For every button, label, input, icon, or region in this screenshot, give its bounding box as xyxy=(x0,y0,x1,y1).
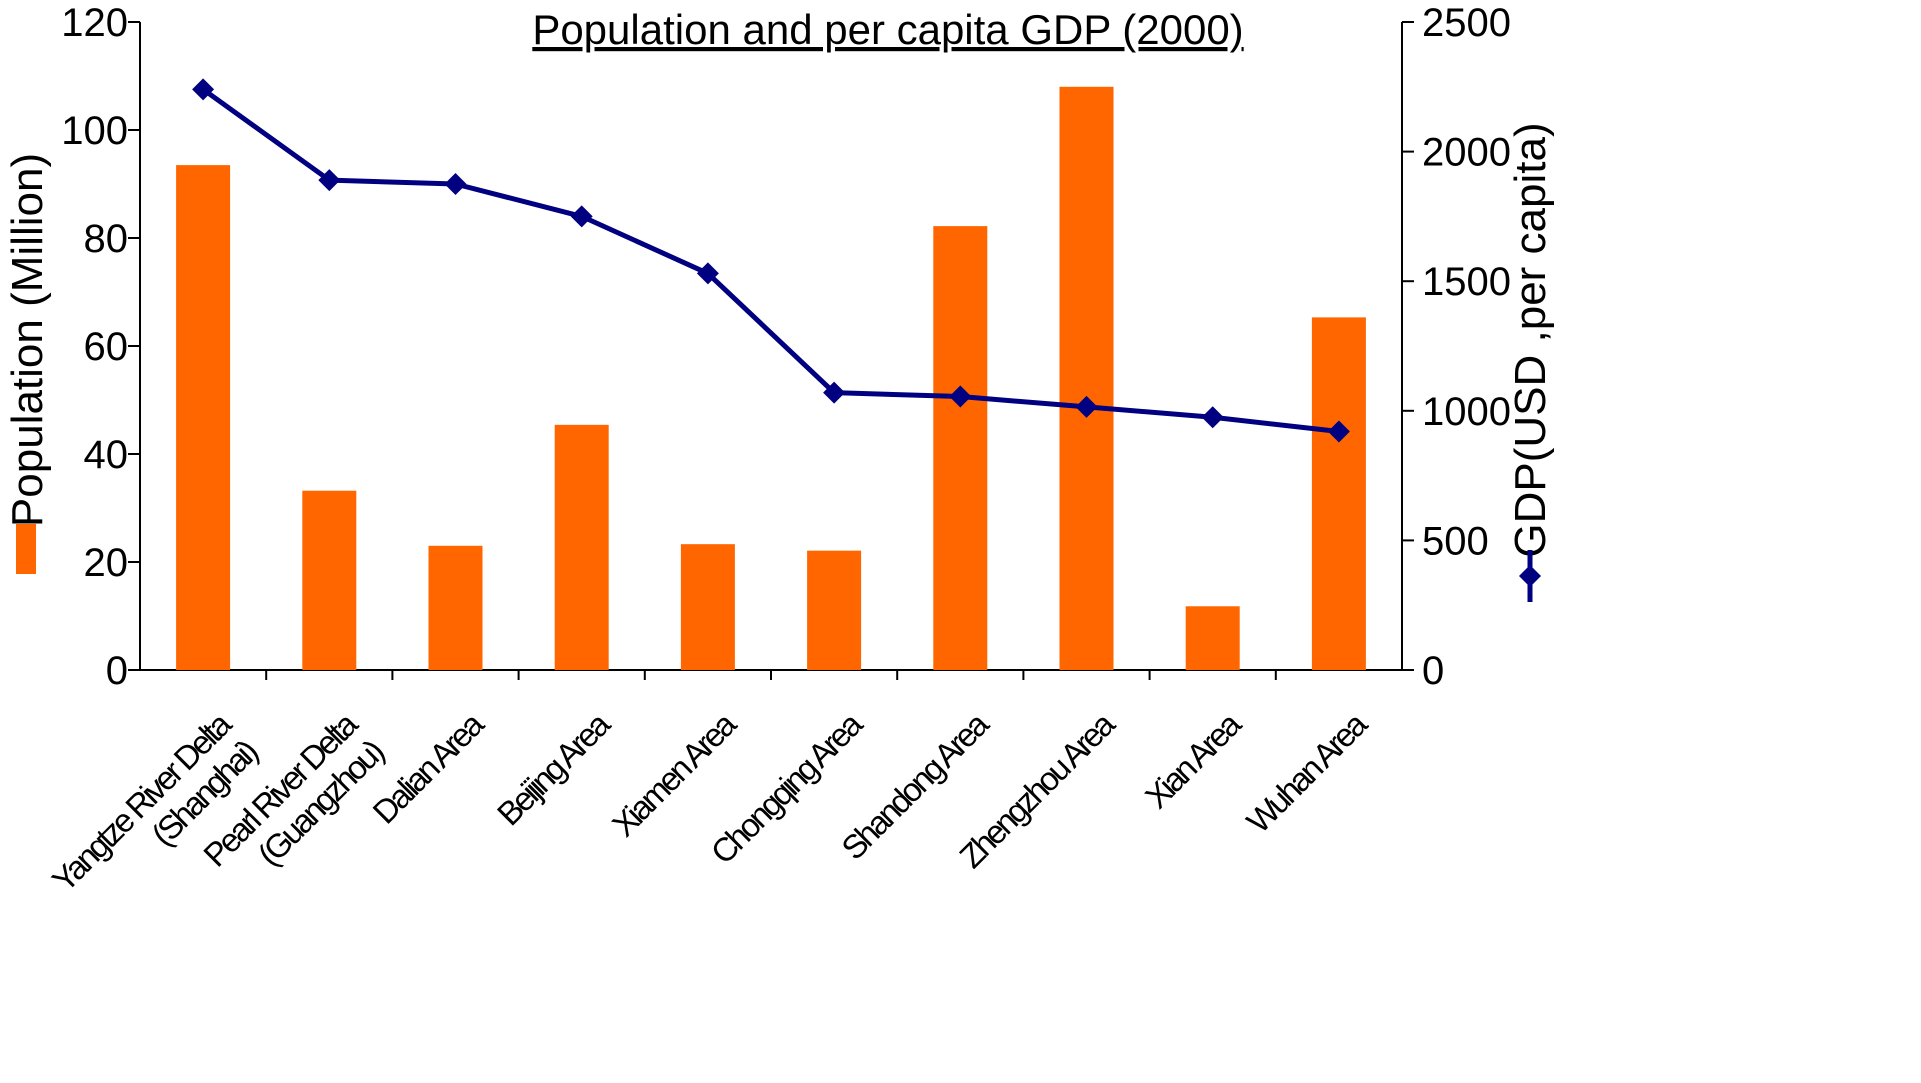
gdp-line-series xyxy=(192,78,1350,443)
population-bar xyxy=(554,424,609,670)
left-y-tick-label: 120 xyxy=(61,1,128,45)
gdp-point-marker xyxy=(696,262,719,285)
gdp-point-marker xyxy=(318,169,341,192)
population-bar xyxy=(302,490,357,670)
population-bars xyxy=(176,86,1366,671)
left-y-tick-label: 0 xyxy=(106,649,128,693)
population-bar xyxy=(680,544,735,670)
tick-labels: 02040608010012005001000150020002500Yangt… xyxy=(45,1,1511,899)
gdp-point-marker xyxy=(192,78,215,101)
population-axis-title-group: Population (Million) xyxy=(3,153,52,574)
right-y-tick-label: 2000 xyxy=(1422,131,1511,175)
population-bar xyxy=(933,226,988,670)
x-category-label-line: Wuhan Area xyxy=(1239,705,1375,841)
gdp-point-marker xyxy=(1327,420,1350,443)
x-category-label-line: Xiamen Area xyxy=(605,705,744,844)
gdp-point-marker xyxy=(949,385,972,408)
population-axis-title: Population (Million) xyxy=(3,153,52,527)
x-category-label-line: Xian Area xyxy=(1138,705,1249,816)
left-y-tick-label: 60 xyxy=(84,325,129,369)
x-category-label: Xian Area xyxy=(1138,705,1249,816)
gdp-point-marker xyxy=(570,205,593,228)
x-category-label-line: Beijing Area xyxy=(490,705,618,833)
population-bar xyxy=(1059,86,1114,671)
left-y-tick-label: 100 xyxy=(61,109,128,153)
right-y-tick-label: 1000 xyxy=(1422,390,1511,434)
population-bar xyxy=(176,165,231,670)
gdp-point-marker xyxy=(1075,395,1098,418)
left-y-tick-label: 80 xyxy=(84,217,129,261)
gdp-point-marker xyxy=(823,381,846,404)
gdp-legend-marker xyxy=(1519,565,1541,587)
population-bar xyxy=(428,545,483,670)
population-bar xyxy=(1185,606,1240,670)
gdp-axis-title-group: GDP(USD ,per capita) xyxy=(1506,122,1555,602)
x-category-label: Beijing Area xyxy=(490,705,618,833)
left-y-tick-label: 40 xyxy=(84,433,129,477)
gdp-line xyxy=(201,87,1340,435)
left-y-tick-label: 20 xyxy=(84,541,129,585)
x-category-label-line: Dalian Area xyxy=(365,705,491,831)
x-category-label: Wuhan Area xyxy=(1239,705,1375,841)
chart-title: Population and per capita GDP (2000) xyxy=(532,6,1243,53)
right-y-tick-label: 500 xyxy=(1422,519,1489,563)
population-legend-swatch xyxy=(16,524,36,574)
population-bar xyxy=(1311,317,1366,670)
gdp-point-marker xyxy=(444,173,467,195)
population-bar xyxy=(807,550,862,670)
right-y-tick-label: 2500 xyxy=(1422,1,1511,45)
x-category-label: Dalian Area xyxy=(365,705,491,831)
gdp-point-marker xyxy=(1201,406,1224,429)
right-y-tick-label: 0 xyxy=(1422,649,1444,693)
gdp-axis-title: GDP(USD ,per capita) xyxy=(1506,122,1555,557)
right-y-tick-label: 1500 xyxy=(1422,260,1511,304)
x-category-label: Xiamen Area xyxy=(605,705,744,844)
